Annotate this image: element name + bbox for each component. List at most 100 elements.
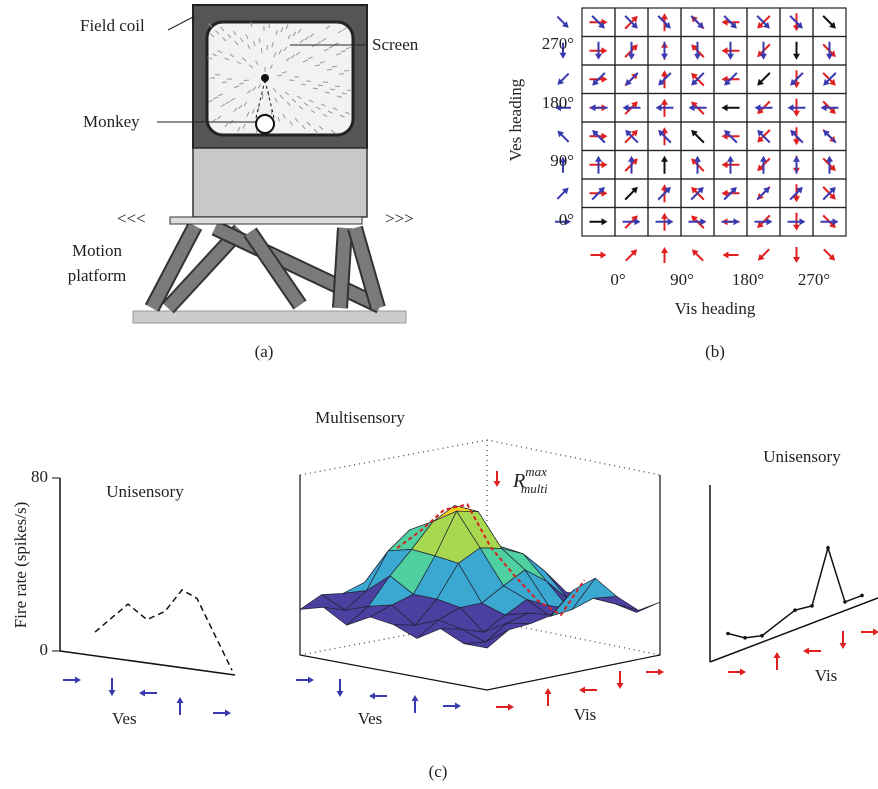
point: [810, 604, 814, 608]
point: [860, 594, 864, 598]
point: [793, 608, 797, 612]
tick-label: 0°: [559, 210, 574, 229]
star: [327, 69, 332, 70]
y-tick-label: 80: [31, 467, 48, 486]
arrow-head: [727, 54, 734, 60]
label: Screen: [372, 35, 419, 54]
arrow-head: [740, 669, 746, 676]
arrow-head: [661, 213, 668, 219]
arrow-head: [545, 688, 552, 694]
title: Unisensory: [106, 482, 184, 501]
caption: (b): [705, 342, 725, 361]
arrow-head: [623, 104, 629, 111]
arrow-head: [793, 257, 800, 263]
star: [244, 80, 249, 81]
tick-label: 180°: [732, 270, 764, 289]
surface-patch: [593, 596, 638, 610]
star: [259, 38, 260, 43]
arrow-head: [661, 70, 668, 76]
arrow-head: [602, 133, 608, 140]
arrow-head: [602, 76, 608, 83]
arrow-head: [694, 54, 701, 60]
arrow-head: [590, 104, 596, 111]
label: platform: [68, 266, 127, 285]
title: Multisensory: [315, 408, 405, 427]
arrow-head: [602, 47, 608, 54]
star: [222, 82, 227, 83]
arrow-head: [668, 218, 674, 225]
arrow-head: [508, 704, 514, 711]
axis-label: Ves: [358, 709, 383, 728]
arrow-head: [579, 687, 585, 694]
arrow-head: [412, 695, 419, 701]
arrow-head: [661, 13, 668, 19]
arrow-head: [767, 218, 773, 225]
arrow-head: [803, 648, 809, 655]
arrow-head: [225, 710, 231, 717]
point: [743, 636, 747, 640]
star: [261, 48, 262, 53]
arrow-head: [602, 218, 608, 225]
arrow-head: [602, 161, 608, 168]
arrow-head: [873, 629, 878, 636]
arrow-head: [722, 161, 728, 168]
axis-label: Ves heading: [506, 78, 525, 161]
apparatus: [133, 5, 406, 323]
arrow-head: [595, 54, 602, 60]
star: [335, 86, 340, 87]
arrow-head: [658, 669, 664, 676]
arrow-head: [628, 156, 635, 162]
arrow-head: [635, 218, 641, 225]
arrow-head: [455, 703, 461, 710]
arrow-head: [722, 190, 728, 197]
axis-label: Vis: [574, 705, 597, 724]
caption: (c): [429, 762, 448, 781]
arrow-head: [840, 643, 847, 649]
tick-label: 270°: [542, 34, 574, 53]
label: Motion: [72, 241, 123, 260]
sup: max: [525, 464, 547, 479]
sub: multi: [521, 481, 548, 496]
arrow-head: [109, 690, 116, 696]
arrow-head: [661, 247, 668, 253]
tick-label: 90°: [670, 270, 694, 289]
tick-label: 90°: [550, 151, 574, 170]
arrow-head: [560, 53, 567, 59]
axis-label: Vis: [815, 666, 838, 685]
x-axis: [60, 651, 235, 675]
arrow-head: [661, 54, 668, 60]
arrow-head: [793, 196, 800, 202]
arrow-head: [656, 104, 662, 111]
arrow-head: [821, 104, 827, 111]
point: [726, 632, 730, 636]
arrow-head: [760, 156, 767, 162]
arrow-head: [694, 156, 701, 162]
arrow-head: [774, 652, 781, 658]
arrow-head: [793, 111, 800, 117]
monkey-head: [256, 115, 274, 133]
arrow-head: [369, 693, 375, 700]
arrow-head: [793, 225, 800, 231]
star: [262, 94, 263, 99]
arrow-head: [689, 104, 695, 111]
arrow-head: [734, 218, 740, 225]
arrow-head: [722, 104, 728, 111]
screen: [207, 22, 353, 135]
arrow-head: [701, 218, 707, 225]
x-axis: [710, 598, 878, 662]
tick-label: 0°: [610, 270, 625, 289]
axis-label: Vis heading: [675, 299, 756, 318]
heading-grid: [555, 8, 846, 263]
arrow-head: [661, 99, 668, 105]
leg: [340, 228, 345, 308]
label: Field coil: [80, 16, 145, 35]
arrow-head: [617, 683, 624, 689]
chair-box: [193, 148, 367, 217]
y-tick-label: 0: [40, 640, 49, 659]
arrow-head: [727, 156, 734, 162]
arrow-head: [177, 697, 184, 703]
unisensory-vis-curve: [728, 548, 862, 638]
point: [826, 546, 830, 550]
arrow-head: [800, 218, 806, 225]
